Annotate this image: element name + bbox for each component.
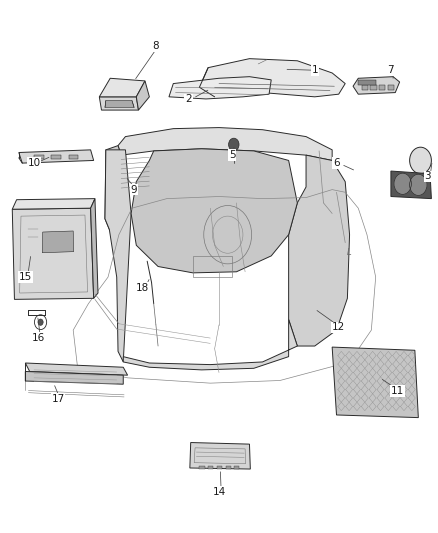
Text: 6: 6 xyxy=(333,158,340,168)
Text: 5: 5 xyxy=(229,150,235,160)
Polygon shape xyxy=(118,127,332,160)
Polygon shape xyxy=(391,171,431,199)
Bar xyxy=(358,80,376,85)
Polygon shape xyxy=(42,231,74,253)
Circle shape xyxy=(229,138,239,151)
Polygon shape xyxy=(105,146,121,229)
Polygon shape xyxy=(136,81,149,110)
Text: 8: 8 xyxy=(152,42,159,52)
Bar xyxy=(69,155,78,159)
Bar xyxy=(379,85,385,91)
Polygon shape xyxy=(25,363,127,375)
Bar xyxy=(199,466,205,469)
Bar xyxy=(234,466,240,469)
Polygon shape xyxy=(199,59,345,97)
Text: 3: 3 xyxy=(424,172,431,181)
Bar xyxy=(34,155,44,159)
Polygon shape xyxy=(105,150,131,362)
Text: 2: 2 xyxy=(185,94,192,104)
Polygon shape xyxy=(332,347,418,418)
Text: 14: 14 xyxy=(212,487,226,497)
Text: 1: 1 xyxy=(311,66,318,75)
Polygon shape xyxy=(105,101,134,108)
Text: 18: 18 xyxy=(136,282,149,293)
Polygon shape xyxy=(19,150,94,163)
Text: L: L xyxy=(346,248,351,257)
Polygon shape xyxy=(190,442,251,469)
Polygon shape xyxy=(25,372,123,384)
Circle shape xyxy=(394,173,411,195)
Bar xyxy=(208,466,213,469)
Text: 17: 17 xyxy=(51,394,64,404)
Bar xyxy=(226,466,231,469)
Circle shape xyxy=(410,174,427,196)
Polygon shape xyxy=(12,199,95,209)
Bar xyxy=(217,466,222,469)
Polygon shape xyxy=(131,149,297,273)
Polygon shape xyxy=(169,77,271,99)
Polygon shape xyxy=(99,97,138,110)
Circle shape xyxy=(38,319,43,325)
Bar xyxy=(362,85,368,91)
Polygon shape xyxy=(99,78,145,97)
Polygon shape xyxy=(289,155,350,346)
Circle shape xyxy=(410,147,431,174)
Bar xyxy=(371,85,377,91)
Text: 10: 10 xyxy=(28,158,41,168)
Bar xyxy=(388,85,394,91)
Polygon shape xyxy=(353,77,399,94)
Text: 11: 11 xyxy=(391,386,404,396)
Text: 12: 12 xyxy=(332,322,345,333)
Polygon shape xyxy=(91,199,98,298)
Polygon shape xyxy=(12,208,94,300)
Text: 16: 16 xyxy=(32,333,45,343)
Polygon shape xyxy=(123,319,297,370)
Text: 9: 9 xyxy=(131,184,138,195)
Text: 15: 15 xyxy=(19,272,32,282)
Text: 7: 7 xyxy=(388,66,394,75)
Bar xyxy=(51,155,61,159)
